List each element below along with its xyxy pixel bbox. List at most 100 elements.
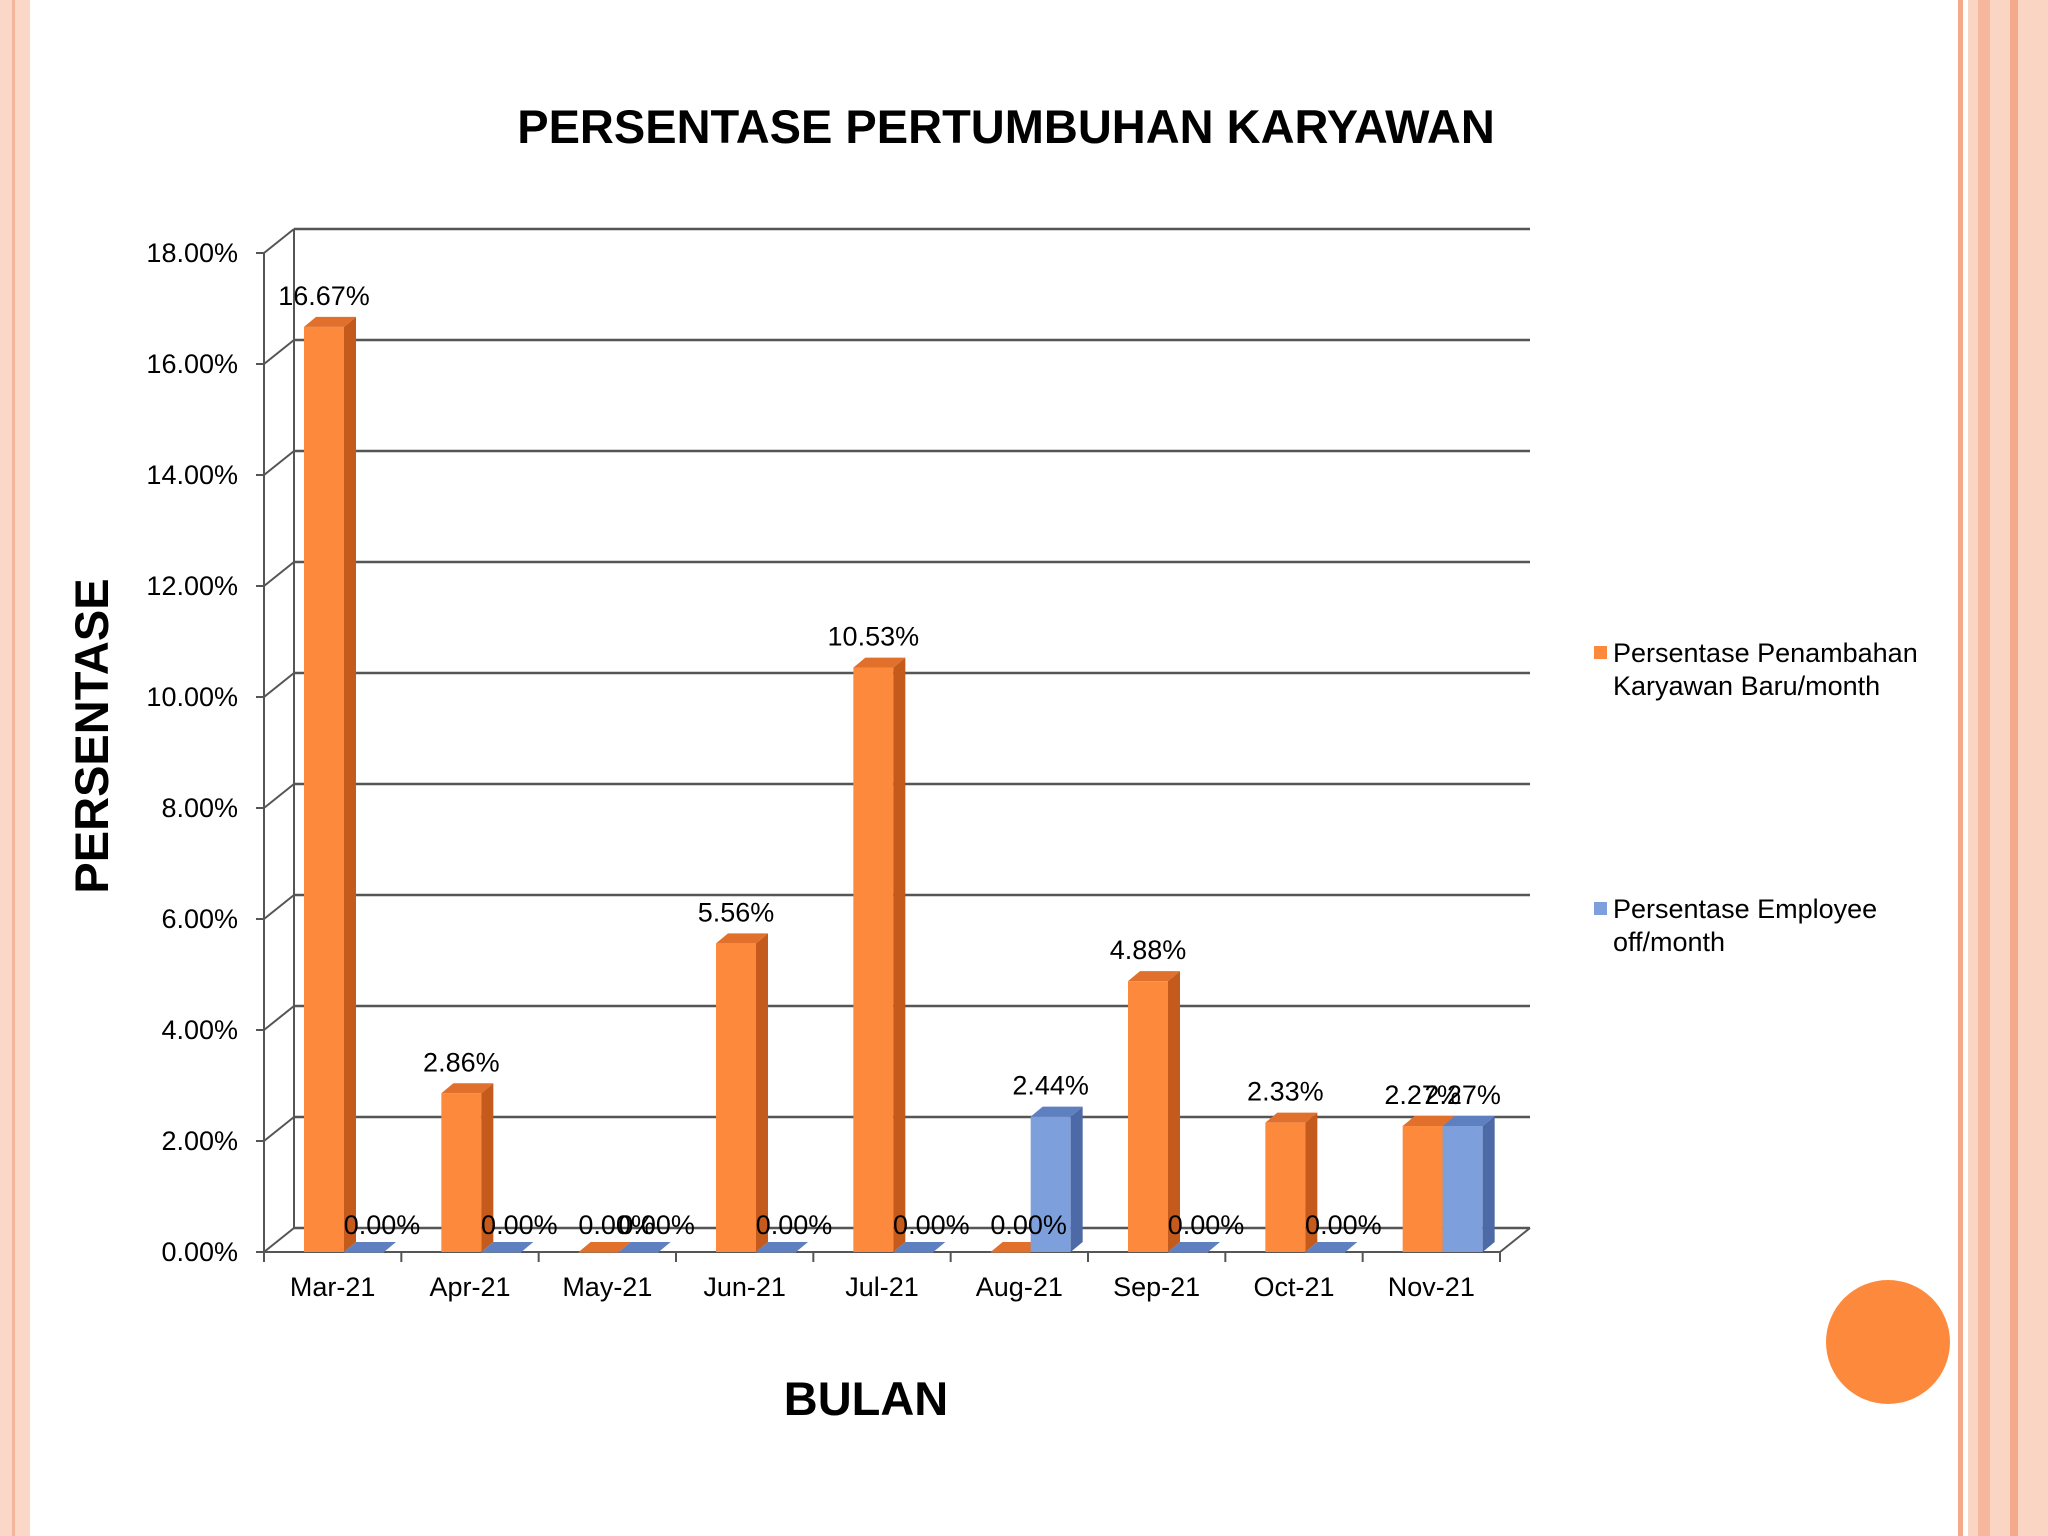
bar-top <box>481 1242 534 1252</box>
data-label: 5.56% <box>698 897 775 927</box>
bar-top <box>304 316 356 327</box>
data-label: 2.27% <box>1384 1080 1461 1110</box>
slide-frame-right-line <box>1978 0 1990 1536</box>
slide-frame-right-line <box>1958 0 1963 1536</box>
bar-top <box>853 657 906 668</box>
bar <box>990 1252 1031 1253</box>
slide-frame-left <box>0 0 30 1536</box>
x-tick-label: Nov-21 <box>1388 1272 1475 1302</box>
legend-label: Persentase Penambahan Karyawan Baru/mont… <box>1613 638 1918 701</box>
bar <box>716 943 756 1252</box>
bar <box>618 1252 659 1253</box>
gridline-diagonal <box>263 1227 295 1253</box>
data-label: 0.00% <box>1305 1210 1382 1240</box>
y-tick-label: 18.00% <box>146 238 238 268</box>
decorative-orange-circle <box>1826 1280 1950 1404</box>
gridline-diagonal <box>263 672 295 698</box>
bar-top <box>1265 1112 1318 1123</box>
gridline-diagonal <box>263 228 295 254</box>
data-label: 16.67% <box>278 281 370 311</box>
bar <box>1442 1126 1483 1252</box>
y-tick-label: 12.00% <box>146 571 238 601</box>
x-tick-label: Jul-21 <box>845 1272 919 1302</box>
bar-top <box>578 1242 631 1252</box>
data-label: 2.86% <box>423 1047 500 1077</box>
bar-top <box>1305 1242 1358 1252</box>
bar <box>1030 1116 1071 1252</box>
bar-top <box>618 1242 671 1252</box>
data-label: 10.53% <box>828 622 920 652</box>
data-label: 0.00% <box>1168 1210 1245 1240</box>
data-label: 2.33% <box>1247 1077 1324 1107</box>
chart-title: PERSENTASE PERTUMBUHAN KARYAWAN <box>517 100 1495 153</box>
bar <box>853 667 894 1252</box>
bar-top <box>756 1242 808 1252</box>
gridline-diagonal <box>263 1116 295 1142</box>
gridline-diagonal <box>263 450 295 476</box>
chart-labels: 0.00% 2.00% 4.00% 6.00% 8.00% 10.00% 12.00% 14.… <box>146 238 1501 1302</box>
gridline-diagonal <box>263 1005 295 1031</box>
x-tick-label: Aug-21 <box>976 1272 1063 1302</box>
bar-side <box>1070 1106 1083 1252</box>
bar <box>1305 1252 1346 1253</box>
data-label: 0.00% <box>756 1210 833 1240</box>
bar <box>1128 981 1168 1252</box>
bar-top <box>716 933 768 944</box>
bar-side <box>1168 971 1180 1252</box>
slide-frame-right-line <box>2010 0 2018 1536</box>
slide-frame-left-line <box>12 0 15 1536</box>
x-tick-label: Mar-21 <box>290 1272 376 1302</box>
y-tick-label: 6.00% <box>161 904 238 934</box>
y-tick-label: 16.00% <box>146 349 238 379</box>
y-tick-label: 14.00% <box>146 460 238 490</box>
gridline-diagonal <box>263 561 295 587</box>
bar-side <box>893 657 906 1252</box>
bar-top <box>1402 1116 1455 1127</box>
data-label: 0.00% <box>990 1210 1067 1240</box>
bar-top <box>1168 1242 1220 1252</box>
bar-top <box>1128 971 1180 982</box>
bar <box>1168 1252 1208 1253</box>
gridline-diagonal <box>263 339 295 365</box>
chart-gridlines <box>263 227 1530 1253</box>
x-tick-label: Sep-21 <box>1113 1272 1200 1302</box>
data-label: 2.44% <box>1012 1071 1089 1101</box>
bar-top <box>344 1242 396 1252</box>
bar-top <box>441 1083 494 1094</box>
data-label: 2.27% <box>1424 1080 1501 1110</box>
bar <box>893 1252 934 1253</box>
legend-label: Persentase Employee off/month <box>1613 894 1878 957</box>
floor-right-edge <box>1499 1227 1531 1253</box>
bar <box>481 1252 522 1253</box>
legend-swatch-orange <box>1594 646 1607 659</box>
x-axis-title: BULAN <box>784 1372 948 1425</box>
y-tick-label: 0.00% <box>161 1237 238 1267</box>
bar-side <box>756 933 768 1252</box>
chart-bars <box>304 316 1495 1253</box>
bar-top <box>893 1242 946 1252</box>
x-tick-label: May-21 <box>562 1272 652 1302</box>
bar <box>304 326 344 1252</box>
bar-top <box>1442 1116 1495 1127</box>
y-tick-label: 2.00% <box>161 1126 238 1156</box>
gridline-diagonal <box>263 783 295 809</box>
legend-swatch-blue <box>1594 902 1607 915</box>
bar-side <box>1305 1112 1318 1252</box>
y-axis-title: PERSENTASE <box>65 578 118 893</box>
bar <box>344 1252 384 1253</box>
data-label: 0.00% <box>618 1210 695 1240</box>
data-label: 0.00% <box>578 1210 655 1240</box>
bar-side <box>344 316 356 1252</box>
data-label: 0.00% <box>344 1210 421 1240</box>
bar-top <box>990 1242 1043 1252</box>
bar <box>756 1252 796 1253</box>
x-tick-label: Apr-21 <box>429 1272 510 1302</box>
gridline-diagonal <box>263 894 295 920</box>
y-tick-label: 10.00% <box>146 682 238 712</box>
y-tick-label: 4.00% <box>161 1015 238 1045</box>
bar-side <box>481 1083 494 1252</box>
bar-side <box>1482 1116 1495 1252</box>
bar <box>1265 1122 1306 1252</box>
bar <box>441 1093 482 1252</box>
